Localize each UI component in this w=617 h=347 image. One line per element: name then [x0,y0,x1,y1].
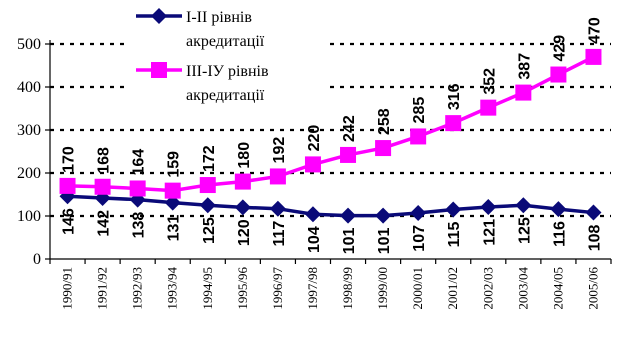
y-tick-label-200: 200 [17,165,41,182]
series-2-data-label-2001/02: 316 [446,83,463,110]
series-1-line [67,194,594,218]
series-2-data-label-1992/93: 164 [131,149,148,176]
series-2-point-2003/04 [515,84,532,101]
series-2-point-1995/96 [234,173,251,190]
series-2-line [67,55,595,193]
series-2-data-label-1996/97: 192 [271,137,288,164]
y-tick-label-0: 0 [33,251,41,268]
series-2-point-1997/98 [304,156,321,173]
series-2-data-label-2003/04: 387 [516,53,533,80]
x-tick-label-1992/93: 1992/93 [130,267,145,310]
x-tick-label-2001/02: 2001/02 [445,267,460,310]
x-tick-label-1991/92: 1991/92 [95,267,110,310]
x-tick-label-2005/06: 2005/06 [585,267,600,310]
series-2-data-label-2002/03: 352 [481,68,498,95]
legend: І-ІІ рівнів акредитації ІІІ-ІУ рівнів акред… [128,4,328,104]
series-1-point-1994/95 [199,197,216,214]
series-2-point-2002/03 [480,99,497,116]
series-1-point-1998/99 [340,207,357,224]
series-2-point-1994/95 [199,177,216,194]
x-tick-label-1996/97: 1996/97 [270,267,285,310]
series-1-data-label-1996/97: 117 [271,221,288,247]
series-2-point-1998/99 [340,146,357,163]
series-1-point-2004/05 [550,201,567,218]
series-1-data-label-1991/92: 142 [96,210,113,237]
series-1-data-label-1999/00: 101 [376,227,393,254]
series-2-point-1993/94 [164,182,181,199]
x-tick-label-1997/98: 1997/98 [305,267,320,310]
y-axis-ticks: 0 100 200 300 400 500 [17,36,50,268]
series-2-data-label-1995/96: 180 [236,142,253,169]
series-2-data-label-1993/94: 159 [166,151,183,178]
series-2-point-1990/91 [59,177,76,194]
series-2-point-2000/01 [410,128,427,145]
series-1-data-label-1998/99: 101 [341,227,358,254]
series-2-data-label-2000/01: 285 [411,97,428,124]
series-2-data-label-2004/05: 429 [551,35,568,62]
x-tick-label-1999/00: 1999/00 [375,267,390,310]
series-1-data-label-2004/05: 116 [551,221,568,247]
y-tick-label-500: 500 [17,36,41,53]
x-tick-label-1994/95: 1994/95 [200,267,215,310]
series-1-point-1993/94 [164,194,181,211]
series-1-point-2000/01 [410,204,427,221]
series-2-data-label-1994/95: 172 [201,145,218,172]
series-2-point-1991/92 [94,178,111,195]
series-2-data-label-1999/00: 258 [376,108,393,135]
series-layer [59,48,602,224]
series-1-point-2005/06 [585,204,602,221]
series-1-point-2001/02 [445,201,462,218]
y-tick-label-400: 400 [17,79,41,96]
series-1-point-1996/97 [269,200,286,217]
series-1-point-2002/03 [480,198,497,215]
x-tick-label-1993/94: 1993/94 [165,267,180,310]
series-2-point-2004/05 [550,66,567,83]
legend-series-1-marker [151,8,167,24]
series-1-data-label-2001/02: 115 [446,221,463,247]
series-2-data-label-1997/98: 220 [306,125,323,152]
series-1-data-label-2003/04: 125 [516,217,533,244]
series-2-point-1992/93 [129,180,146,197]
series-2-data-label-1998/99: 242 [341,115,358,142]
series-2-point-1999/00 [375,140,392,157]
series-1-data-label-2000/01: 107 [411,225,428,252]
series-2-point-1996/97 [269,168,286,185]
series-1-point-1997/98 [304,206,321,223]
series-2-point-2001/02 [445,115,462,132]
x-tick-label-2002/03: 2002/03 [480,267,495,310]
series-1-data-label-1997/98: 104 [306,226,323,253]
series-1-data-label-2002/03: 121 [481,219,498,246]
series-2-point-2005/06 [585,48,602,65]
series-1-point-1995/96 [234,199,251,216]
x-tick-label-1995/96: 1995/96 [235,267,250,310]
x-tick-label-2004/05: 2004/05 [550,267,565,310]
series-1-data-label-1994/95: 125 [201,217,218,244]
legend-series-2-marker [151,62,167,78]
x-tick-label-2000/01: 2000/01 [410,267,425,310]
series-2-data-label-1990/91: 170 [61,146,78,173]
series-1-point-2003/04 [515,197,532,214]
series-1-data-label-1995/96: 120 [236,219,253,246]
series-1-data-label-1990/91: 146 [61,208,78,235]
series-2-data-label-1991/92: 168 [96,147,113,174]
series-2-data-label-2005/06: 470 [586,17,603,44]
x-tick-label-1998/99: 1998/99 [340,267,355,310]
series-1-point-1999/00 [375,207,392,224]
x-tick-label-2003/04: 2003/04 [515,267,530,310]
legend-series-1-label: І-ІІ рівнів акредитації [186,9,265,50]
data-labels: 146 142 138 131 125 120 117 104 101 101 107 115 121 1… [61,17,604,254]
series-1-data-label-2005/06: 108 [586,224,603,251]
legend-series-2-label: ІІІ-ІУ рівнів акредитації [186,63,269,104]
series-1-data-label-1992/93: 138 [131,212,148,239]
y-tick-label-300: 300 [17,122,41,139]
y-tick-label-100: 100 [17,208,41,225]
series-1-data-label-1993/94: 131 [166,215,183,242]
x-tick-label-1990/91: 1990/91 [60,267,75,310]
x-axis-ticks: 1990/91 1991/92 1992/93 1993/94 1994/95 1995/… [49,259,612,310]
